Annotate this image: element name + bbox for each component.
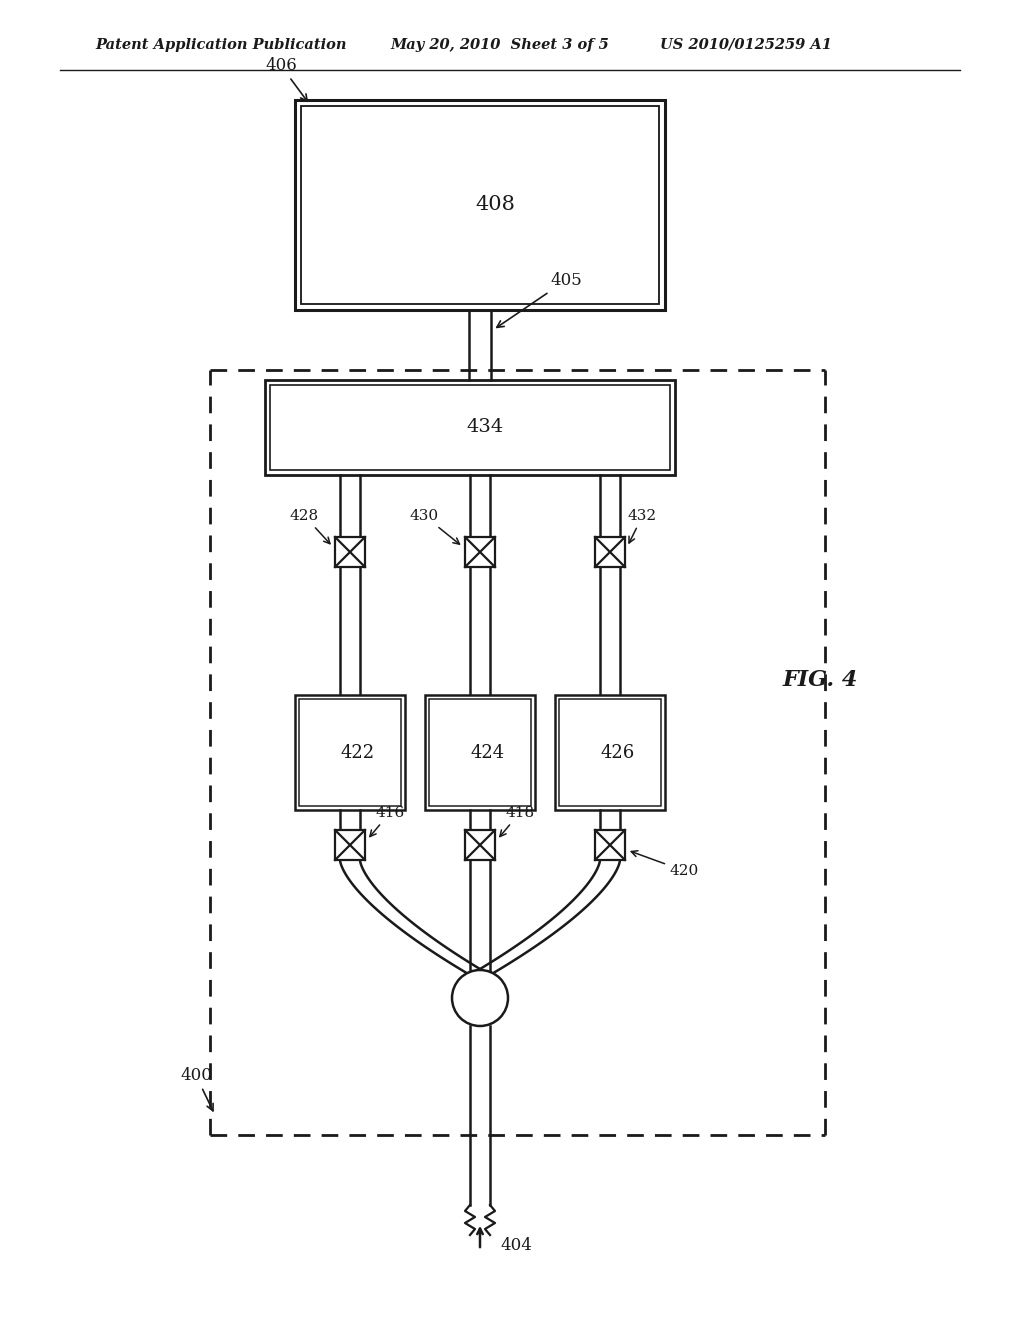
- Text: US 2010/0125259 A1: US 2010/0125259 A1: [660, 38, 831, 51]
- Bar: [335, 537, 365, 568]
- Bar: [425, 696, 535, 810]
- Text: 426: 426: [601, 743, 635, 762]
- Bar: [301, 106, 659, 304]
- Text: May 20, 2010  Sheet 3 of 5: May 20, 2010 Sheet 3 of 5: [390, 38, 608, 51]
- Bar: [335, 830, 365, 861]
- Bar: [429, 700, 531, 807]
- Bar: [265, 380, 675, 475]
- Bar: [295, 100, 665, 310]
- Text: 432: 432: [628, 510, 657, 543]
- Bar: [299, 700, 401, 807]
- Bar: [595, 830, 625, 861]
- Text: 424: 424: [471, 743, 505, 762]
- Text: 422: 422: [341, 743, 375, 762]
- Bar: [295, 696, 406, 810]
- Text: 420: 420: [631, 851, 699, 878]
- Text: 406: 406: [265, 57, 307, 102]
- Text: 400: 400: [180, 1067, 213, 1111]
- Text: FIG. 4: FIG. 4: [782, 669, 858, 690]
- Bar: [555, 696, 665, 810]
- Text: 416: 416: [370, 807, 404, 837]
- Text: 405: 405: [497, 272, 582, 327]
- Bar: [270, 385, 670, 470]
- Bar: [559, 700, 662, 807]
- Text: 418: 418: [500, 807, 535, 837]
- Circle shape: [452, 970, 508, 1026]
- Text: 434: 434: [466, 418, 504, 437]
- Text: 404: 404: [500, 1237, 531, 1254]
- Text: 430: 430: [410, 510, 460, 544]
- Text: 428: 428: [290, 510, 330, 544]
- Text: 408: 408: [475, 195, 515, 214]
- Bar: [465, 830, 495, 861]
- Bar: [465, 537, 495, 568]
- Text: Patent Application Publication: Patent Application Publication: [95, 38, 346, 51]
- Bar: [595, 537, 625, 568]
